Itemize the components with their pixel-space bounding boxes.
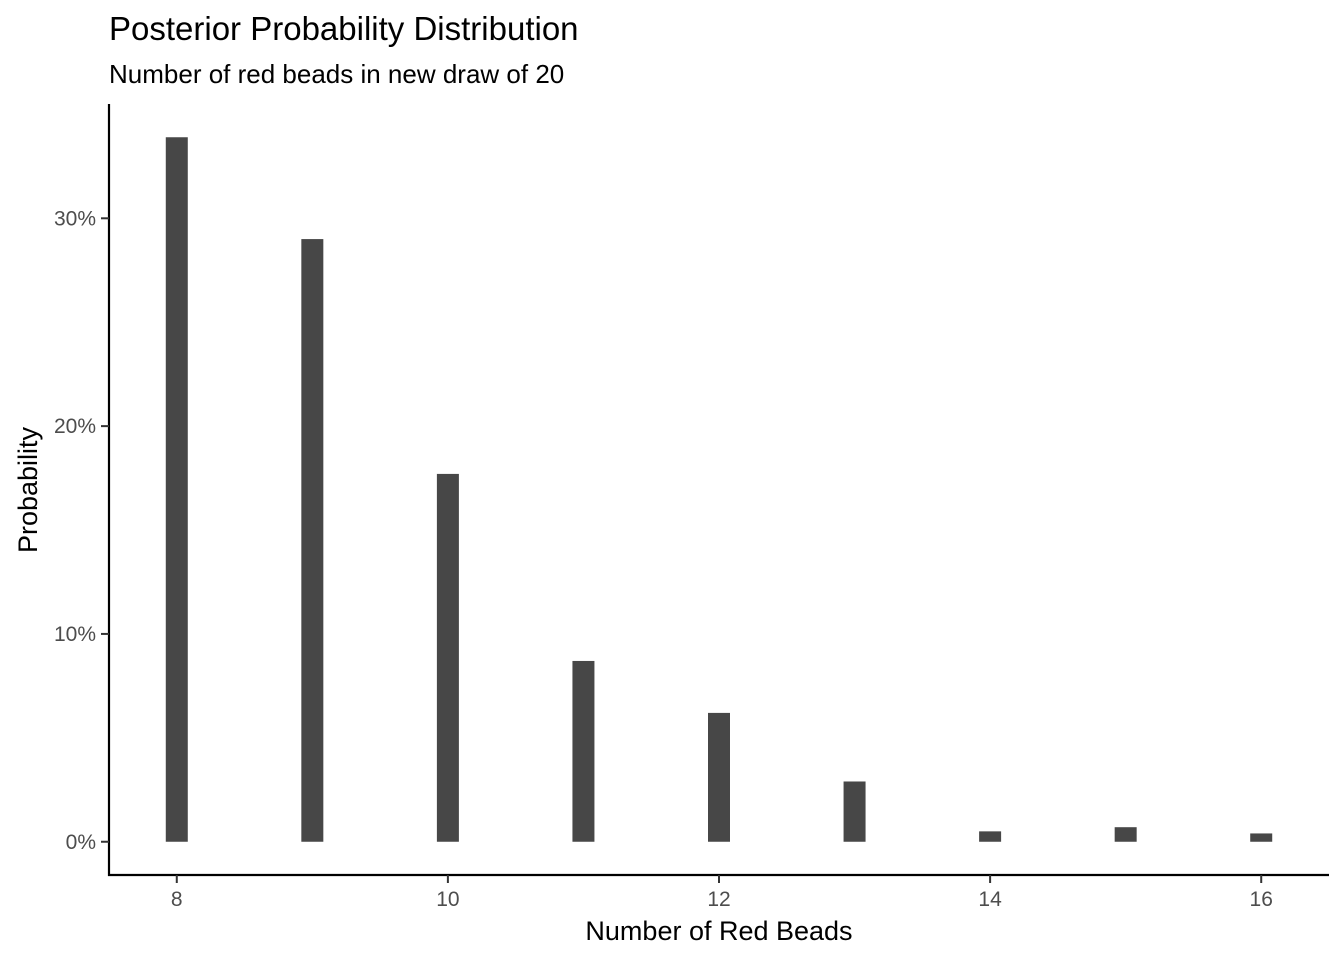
bar-13	[843, 781, 866, 842]
bar-9	[301, 239, 324, 842]
y-tick-label: 0%	[66, 831, 96, 854]
y-tick-label: 10%	[54, 623, 96, 646]
chart-subtitle: Number of red beads in new draw of 20	[109, 59, 564, 89]
x-ticks-group: 8 10 12 14 16	[171, 875, 1273, 911]
bar-16	[1250, 833, 1273, 842]
bar-10	[436, 473, 459, 842]
bar-11	[572, 660, 595, 842]
y-tick-label: 30%	[54, 207, 96, 230]
y-axis-title: Probability	[13, 426, 43, 553]
x-axis-title: Number of Red Beads	[585, 916, 852, 946]
x-tick-label: 14	[978, 888, 1002, 911]
bar-15	[1114, 827, 1137, 842]
x-tick-label: 8	[171, 888, 183, 911]
chart-title: Posterior Probability Distribution	[109, 10, 579, 47]
x-tick-label: 16	[1250, 888, 1273, 911]
bars-group	[165, 137, 1273, 842]
x-tick-label: 10	[436, 888, 459, 911]
bar-8	[165, 137, 188, 842]
y-tick-label: 20%	[54, 415, 96, 438]
bar-14	[979, 831, 1002, 842]
x-tick-label: 12	[707, 888, 730, 911]
y-ticks-group: 0% 10% 20% 30%	[54, 207, 109, 854]
bar-12	[708, 712, 730, 842]
